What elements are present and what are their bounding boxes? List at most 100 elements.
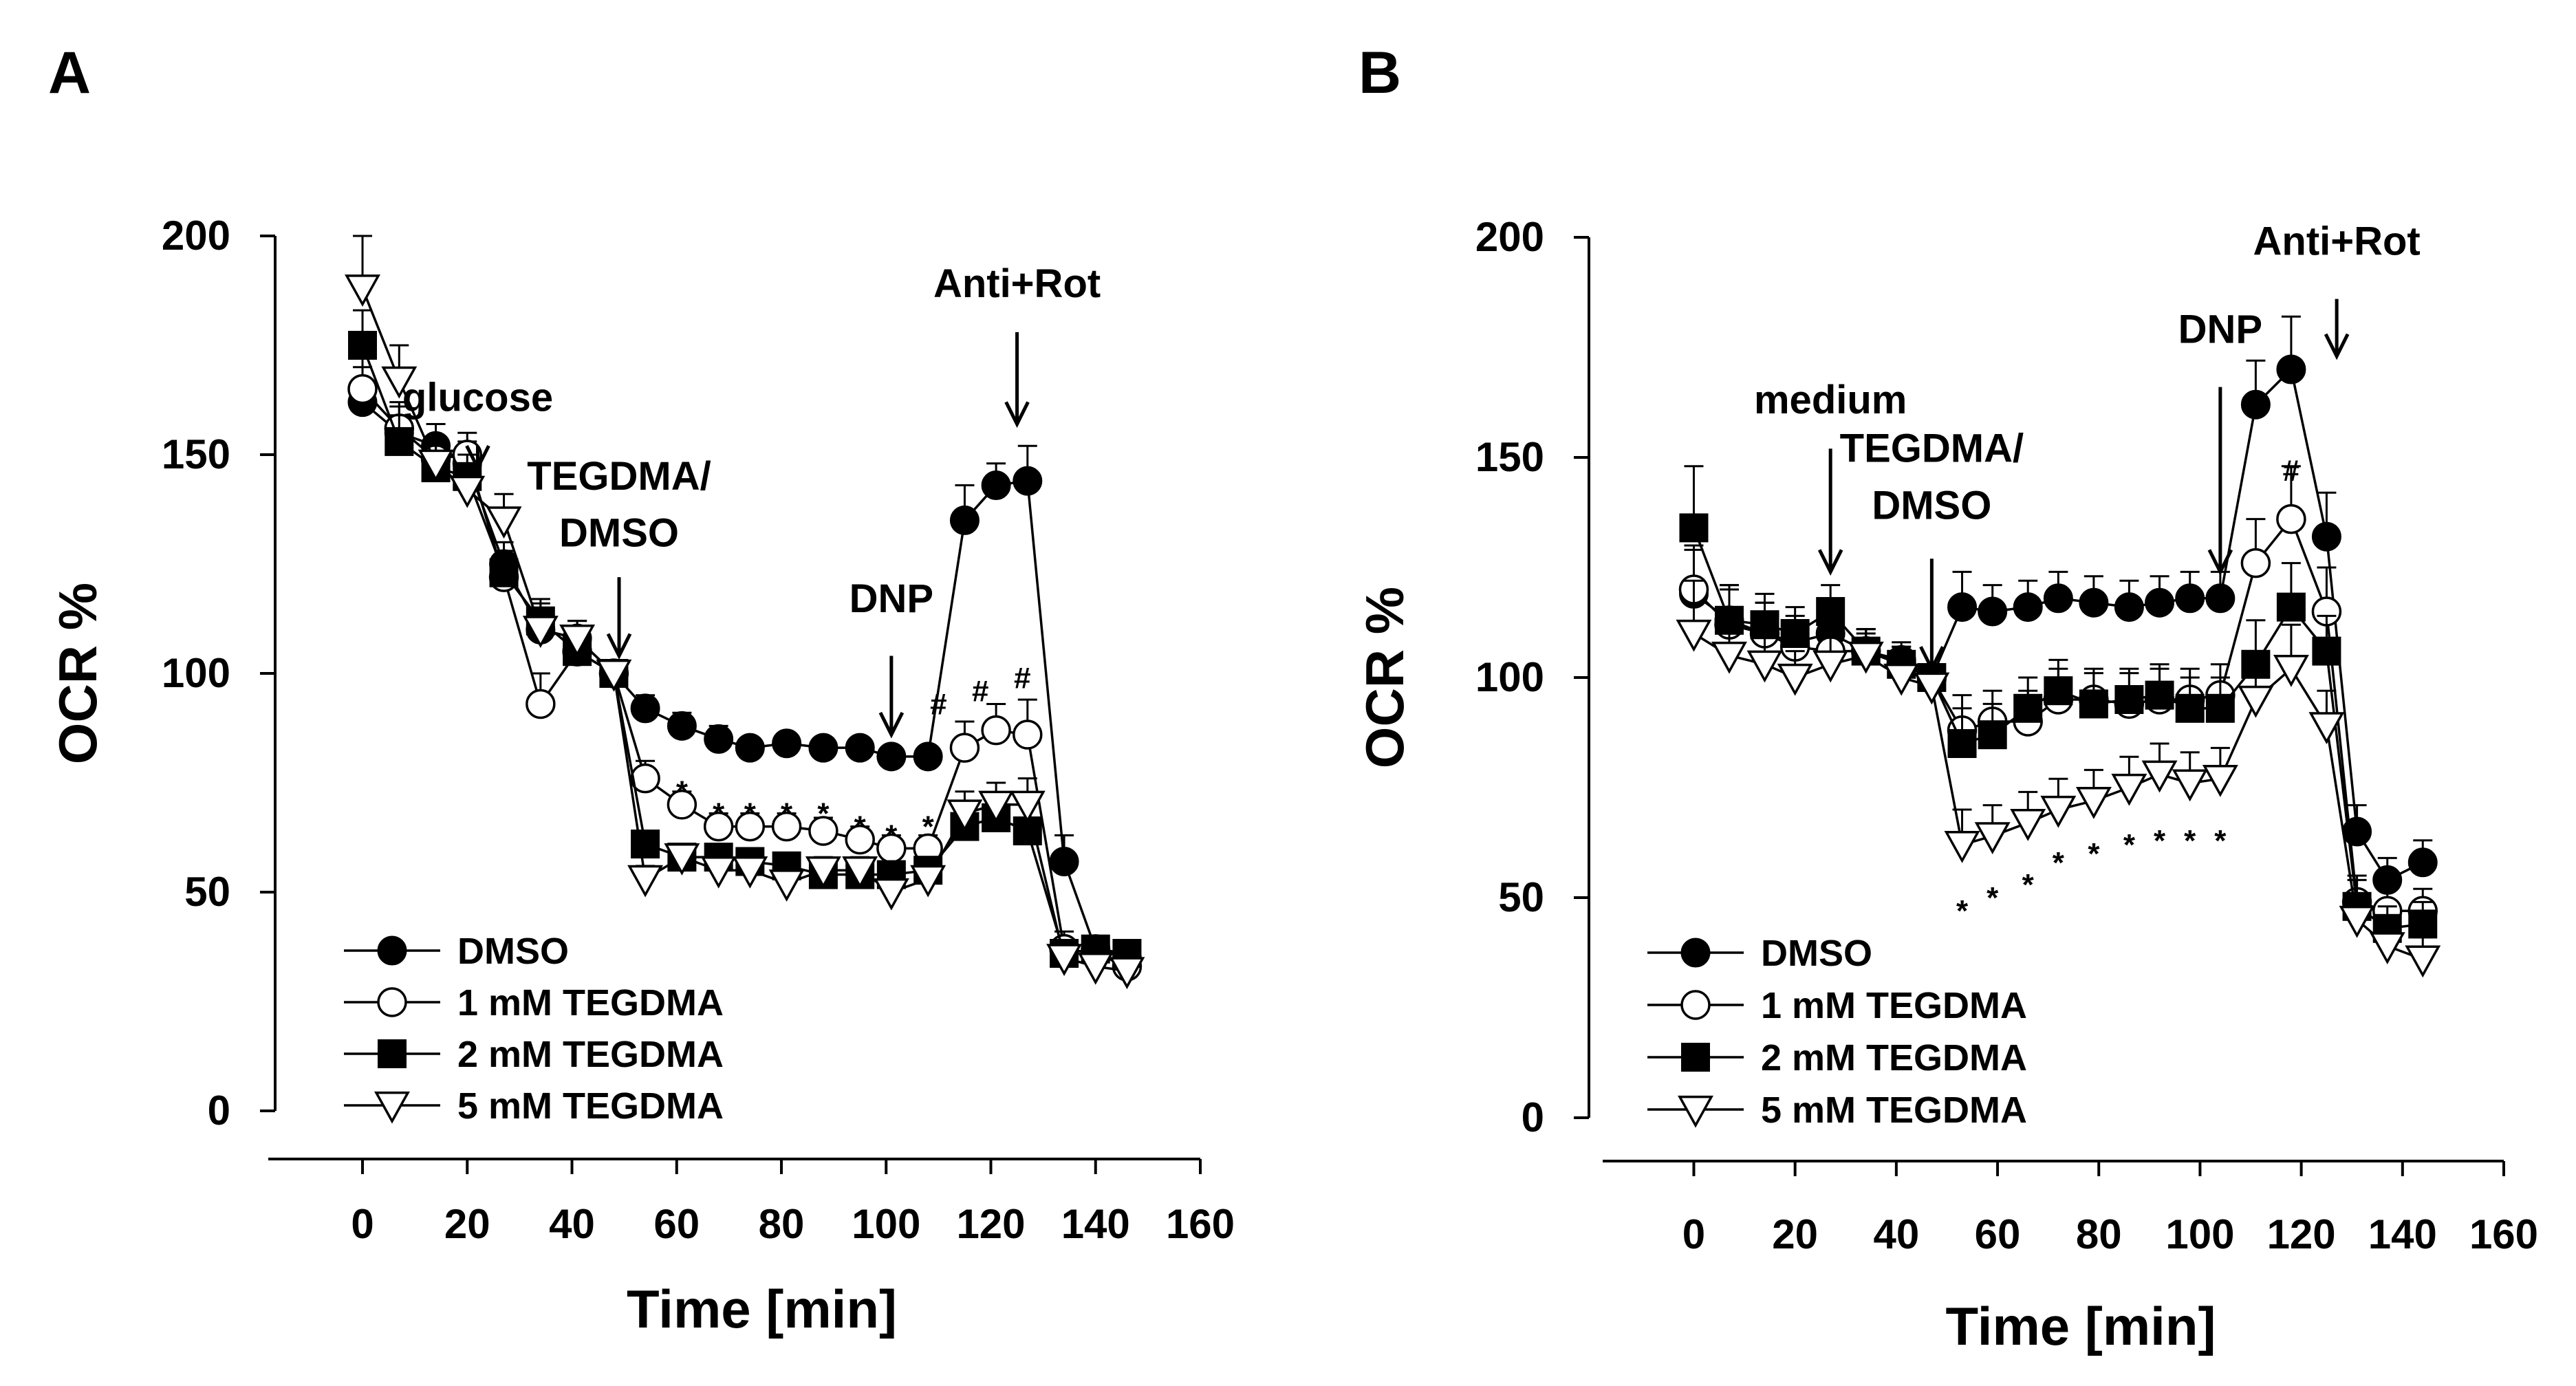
y-tick-label: 100 (1475, 654, 1544, 700)
panel-label-a: A (48, 40, 91, 106)
data-point (700, 856, 737, 889)
data-point (347, 373, 378, 404)
data-point (735, 811, 766, 842)
significance-mark: * (2123, 828, 2136, 862)
y-tick-label: 0 (1522, 1094, 1544, 1140)
data-point (2311, 521, 2341, 552)
panel-label-b: B (1359, 40, 1401, 106)
significance-mark: * (2214, 824, 2227, 858)
data-point (1974, 822, 2011, 855)
data-point (2175, 583, 2205, 614)
x-tick-label: 20 (1772, 1211, 1818, 1257)
data-point (1848, 641, 1884, 674)
data-point (735, 733, 765, 763)
data-point (704, 724, 734, 754)
data-point (2175, 693, 2205, 723)
data-point (2276, 503, 2306, 534)
data-point (1013, 719, 1043, 750)
annotation-label: DMSO (559, 511, 679, 556)
data-point (2205, 583, 2236, 614)
data-point (1077, 952, 1114, 985)
data-point (913, 741, 943, 772)
data-point (2407, 847, 2438, 878)
data-point (2145, 587, 2175, 618)
data-point (845, 824, 875, 855)
data-point (949, 505, 979, 535)
data-point (630, 693, 660, 724)
x-tick-label: 80 (759, 1201, 805, 1247)
x-tick-label: 140 (1061, 1201, 1130, 1247)
significance-mark: * (1956, 894, 1969, 928)
annotation-arrowhead (1919, 646, 1945, 673)
data-point (2043, 583, 2073, 614)
data-point (1947, 729, 1977, 758)
significance-mark: * (854, 810, 867, 844)
data-point (489, 558, 519, 587)
data-point (559, 624, 596, 657)
data-point (2276, 592, 2306, 622)
y-tick-label: 200 (1475, 214, 1544, 260)
data-point (2172, 769, 2208, 802)
data-point (2369, 932, 2405, 965)
y-tick-label: 50 (1498, 874, 1544, 920)
legend-marker (377, 935, 407, 966)
data-point (772, 728, 802, 759)
data-point (845, 733, 875, 763)
x-tick-label: 20 (444, 1201, 490, 1247)
significance-mark: * (2088, 837, 2100, 871)
data-point (385, 426, 414, 456)
x-tick-label: 60 (653, 1201, 700, 1247)
data-point (1046, 944, 1083, 977)
data-point (2040, 795, 2077, 828)
annotation-arrowhead (606, 633, 632, 660)
x-tick-label: 80 (2076, 1211, 2122, 1257)
x-tick-label: 0 (1682, 1211, 1705, 1257)
data-point (631, 830, 660, 859)
data-point (2145, 680, 2174, 710)
data-point (2308, 712, 2345, 745)
annotation-arrowhead (2207, 549, 2233, 576)
legend-marker (378, 1039, 407, 1068)
data-point (664, 843, 700, 876)
data-point (873, 878, 909, 911)
x-tick-label: 160 (1166, 1201, 1235, 1247)
annotation-label: Anti+Rot (933, 261, 1101, 306)
data-point (1978, 596, 2008, 627)
data-point (1676, 619, 1712, 652)
legend-label: 2 mM TEGDMA (1761, 1037, 2027, 1079)
data-point (1883, 663, 1920, 696)
annotation-label: glucose (402, 375, 553, 420)
y-axis-title: OCR % (1354, 587, 1415, 768)
annotation-label: DNP (849, 576, 933, 621)
data-point (1679, 513, 1709, 543)
data-point (2075, 787, 2112, 819)
data-point (1009, 790, 1046, 823)
data-point (805, 856, 841, 889)
legend-label: 5 mM TEGDMA (457, 1085, 724, 1127)
data-point (1978, 720, 2007, 750)
annotation-label: TEGDMA/ (1840, 426, 2024, 470)
legend-marker (374, 1091, 410, 1124)
data-point (2114, 592, 2144, 622)
data-point (418, 449, 454, 482)
data-point (2240, 389, 2271, 420)
data-point (2312, 636, 2341, 666)
annotation-label: medium (1754, 378, 1907, 422)
data-point (2405, 945, 2441, 978)
annotation-arrowhead (878, 711, 905, 739)
significance-mark: * (2184, 824, 2196, 858)
annotation-label: DNP (2178, 307, 2262, 352)
x-axis-title: Time [min] (1946, 1296, 2216, 1356)
significance-mark: * (922, 810, 935, 844)
significance-mark: * (2053, 846, 2065, 880)
data-point (2238, 685, 2274, 718)
data-point (910, 865, 946, 898)
data-point (2111, 773, 2147, 806)
x-tick-label: 0 (351, 1201, 374, 1247)
x-tick-label: 100 (852, 1201, 920, 1247)
legend-label: DMSO (457, 931, 569, 972)
data-point (2013, 693, 2043, 723)
x-tick-label: 40 (549, 1201, 595, 1247)
legend: DMSO 1 mM TEGDMA 2 mM TEGDMA 5 mM TEGDMA (1647, 933, 2027, 1131)
